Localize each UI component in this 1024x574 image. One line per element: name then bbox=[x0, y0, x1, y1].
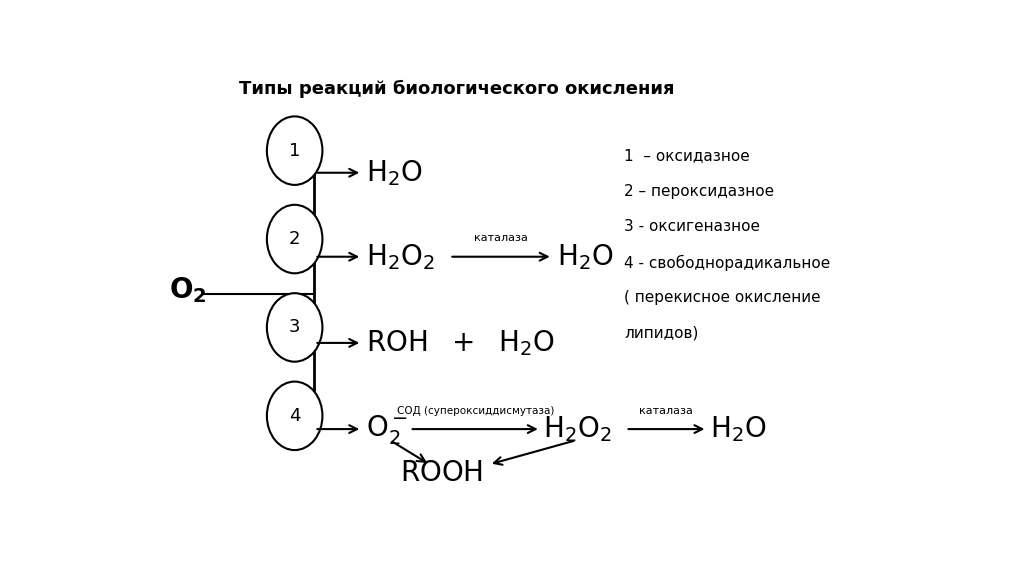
Text: 3: 3 bbox=[289, 319, 300, 336]
Text: $\mathrm{H_2O}$: $\mathrm{H_2O}$ bbox=[557, 242, 613, 272]
Text: $\mathrm{H_2O_2}$: $\mathrm{H_2O_2}$ bbox=[367, 242, 435, 272]
Text: $\mathrm{H_2O}$: $\mathrm{H_2O}$ bbox=[367, 158, 423, 188]
Text: 3 - оксигеназное: 3 - оксигеназное bbox=[624, 219, 760, 234]
Text: ( перекисное окисление: ( перекисное окисление bbox=[624, 290, 820, 305]
Text: $\mathrm{ROH\ \ +\ \ H_2O}$: $\mathrm{ROH\ \ +\ \ H_2O}$ bbox=[367, 328, 555, 358]
Ellipse shape bbox=[267, 117, 323, 185]
Ellipse shape bbox=[267, 293, 323, 362]
Text: $\mathrm{H_2O}$: $\mathrm{H_2O}$ bbox=[710, 414, 766, 444]
Text: 2 – пероксидазное: 2 – пероксидазное bbox=[624, 184, 774, 199]
Text: $\mathbf{O_2}$: $\mathbf{O_2}$ bbox=[169, 275, 207, 305]
Text: 4 - свободнорадикальное: 4 - свободнорадикальное bbox=[624, 254, 830, 271]
Text: 4: 4 bbox=[289, 407, 300, 425]
Text: $\mathrm{ROOH}$: $\mathrm{ROOH}$ bbox=[400, 459, 483, 487]
Text: каталаза: каталаза bbox=[474, 232, 528, 243]
Text: $\mathrm{O_2^-}$: $\mathrm{O_2^-}$ bbox=[367, 413, 409, 445]
Text: 1  – оксидазное: 1 – оксидазное bbox=[624, 149, 750, 164]
Text: липидов): липидов) bbox=[624, 325, 698, 340]
Text: Типы реакций биологического окисления: Типы реакций биологического окисления bbox=[240, 80, 675, 98]
Text: 2: 2 bbox=[289, 230, 300, 248]
Text: каталаза: каталаза bbox=[639, 406, 693, 416]
Text: СОД (супероксиддисмутаза): СОД (супероксиддисмутаза) bbox=[397, 406, 554, 416]
Text: $\mathrm{H_2O_2}$: $\mathrm{H_2O_2}$ bbox=[543, 414, 612, 444]
Text: 1: 1 bbox=[289, 142, 300, 160]
Ellipse shape bbox=[267, 382, 323, 450]
Ellipse shape bbox=[267, 205, 323, 273]
